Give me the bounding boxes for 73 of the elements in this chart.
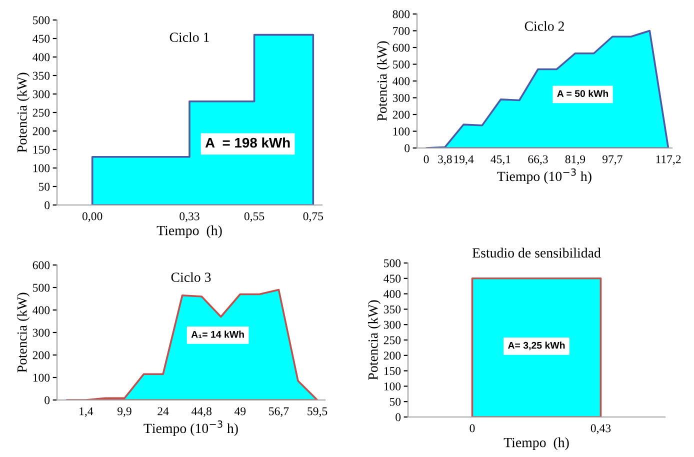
y-tick-label: 100 [33, 374, 50, 382]
x-tick-label: 9,9 [117, 407, 132, 417]
y-axis-title: Potencia (kW) [376, 41, 390, 121]
x-tick-label: 49 [234, 407, 246, 416]
y-tick-label: 300 [384, 320, 401, 329]
x-tick-label: 44,8 [192, 407, 212, 417]
chart-title: Ciclo 2 [524, 21, 564, 31]
y-tick-label: 600 [392, 44, 410, 52]
y-tick-label: 450 [384, 274, 401, 283]
y-axis-title: Potencia (kW) [16, 292, 30, 372]
y-tick-label: 300 [32, 90, 50, 98]
x-tick-label: 19,4 [454, 155, 474, 165]
y-tick-label: 100 [384, 382, 401, 390]
y-tick-label: 100 [393, 127, 410, 136]
y-tick-label: 400 [384, 290, 401, 298]
y-tick-label: 200 [384, 352, 401, 360]
y-tick-label: 50 [38, 182, 50, 191]
y-tick-label: 700 [393, 26, 410, 35]
x-tick-label: 1,4 [80, 407, 94, 417]
x-axis-title: Tiempo (10$^{−3}$ h) [144, 420, 238, 436]
x-tick-label: 66,3 [528, 155, 548, 165]
y-tick-label: 150 [33, 146, 50, 154]
y-tick-label: 800 [392, 10, 410, 18]
chart-title: Ciclo 3 [171, 272, 211, 282]
x-tick-label: 56,7 [269, 407, 289, 417]
x-tick-label: 0,43 [590, 424, 611, 434]
annotation: A = 198 kWh [205, 137, 290, 148]
x-tick-label: 3,8 [438, 155, 452, 165]
y-tick-label: 300 [392, 94, 410, 102]
y-axis-title: Potencia (kW) [16, 72, 30, 152]
x-tick-label: 117,2 [656, 155, 681, 165]
y-tick-label: 0 [44, 396, 50, 404]
x-tick-label: 0 [424, 155, 429, 164]
x-tick-label: 0,33 [180, 212, 200, 222]
x-tick-label: 81,9 [565, 155, 586, 165]
annotation: A= 3,25 kWh [508, 342, 565, 350]
y-tick-label: 350 [384, 305, 401, 314]
y-tick-label: 400 [32, 306, 50, 314]
x-tick-label: 0,55 [244, 212, 264, 222]
y-tick-label: 500 [33, 284, 50, 292]
annotation: A₁= 14 kWh [191, 330, 244, 338]
x-axis-title: Tiempo (h) [156, 225, 222, 238]
x-tick-label: 0,00 [82, 212, 102, 222]
annotation: A = 50 kWh [557, 90, 608, 98]
y-tick-label: 200 [32, 351, 50, 360]
x-tick-label: 59,5 [308, 407, 328, 417]
y-tick-label: 400 [32, 53, 50, 62]
y-tick-label: 200 [392, 110, 410, 119]
y-tick-label: 400 [392, 77, 410, 86]
y-tick-label: 150 [384, 367, 401, 376]
y-tick-label: 450 [32, 34, 50, 43]
y-tick-label: 250 [32, 108, 50, 117]
y-axis-title: Potencia (kW) [368, 300, 381, 380]
y-tick-label: 500 [384, 259, 401, 268]
y-tick-label: 500 [393, 60, 410, 68]
y-tick-label: 500 [33, 16, 50, 24]
y-tick-label: 200 [32, 127, 50, 136]
chart-title: Estudio de sensibilidad [472, 248, 601, 258]
x-tick-label: 0,75 [303, 212, 324, 222]
x-axis-title: Tiempo (h) [504, 437, 569, 450]
y-tick-label: 350 [32, 72, 50, 80]
text: Ciclo 1 [170, 32, 209, 42]
x-tick-label: 97,7 [602, 155, 622, 165]
y-tick-label: 0 [44, 201, 50, 210]
y-tick-label: 250 [384, 336, 401, 344]
y-tick-label: 50 [390, 398, 401, 406]
x-axis-title: Tiempo (10$^{−3}$ h) [497, 168, 592, 184]
y-tick-label: 100 [33, 164, 50, 172]
x-tick-label: 45,1 [490, 155, 510, 165]
y-tick-label: 600 [32, 261, 50, 270]
x-tick-label: 24 [158, 407, 169, 416]
y-tick-label: 300 [32, 328, 50, 337]
y-tick-label: 0 [404, 144, 410, 152]
